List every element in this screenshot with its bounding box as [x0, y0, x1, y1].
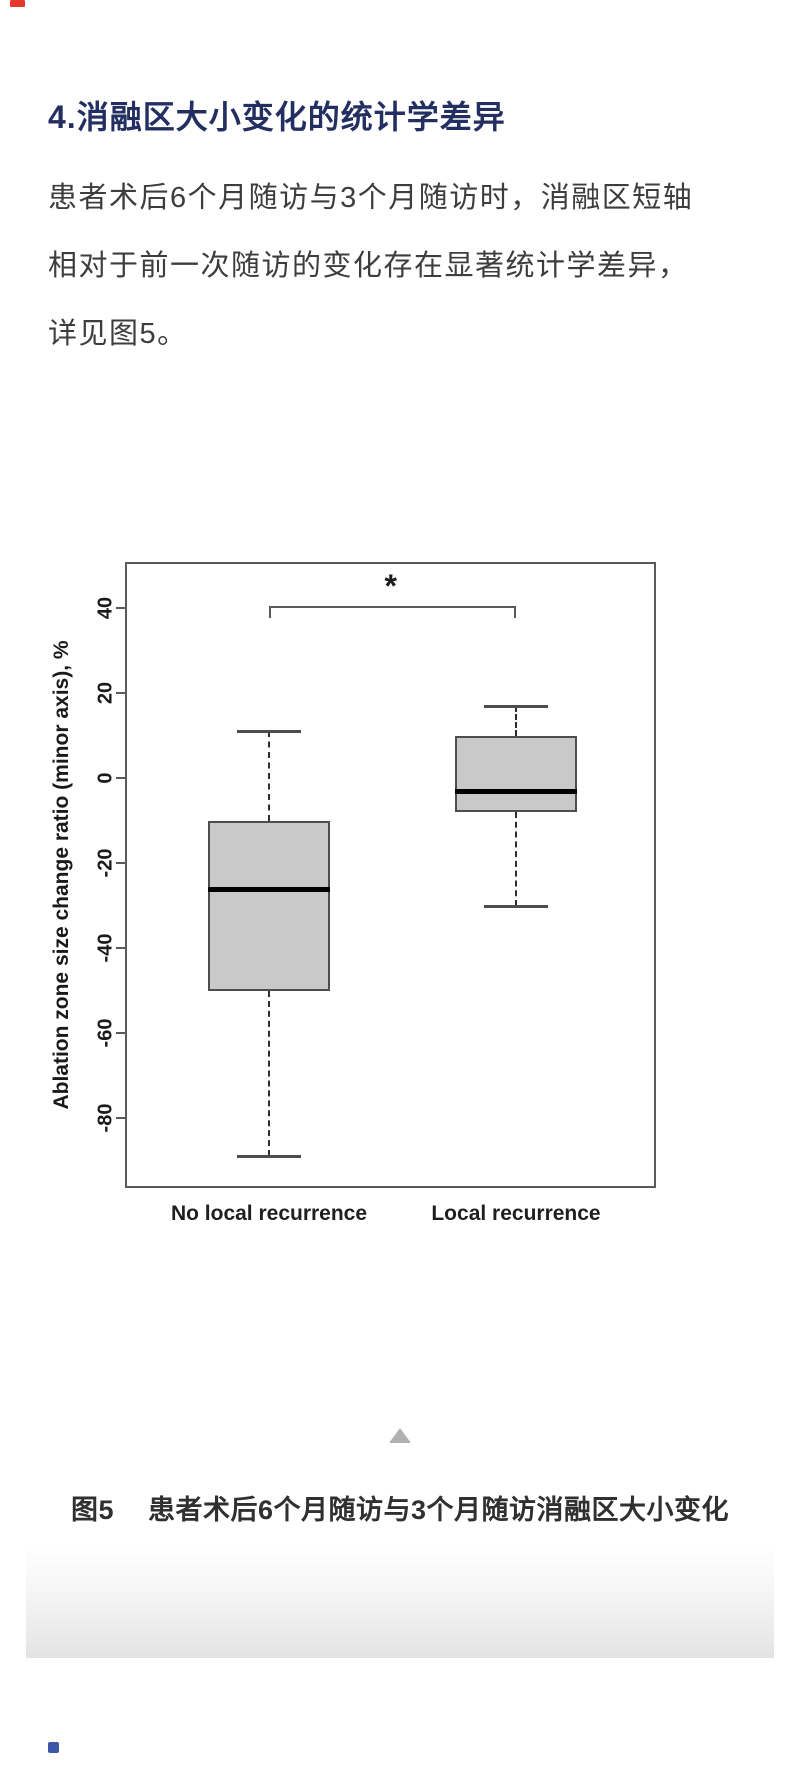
y-tick-label: -80 [94, 1103, 117, 1133]
y-tick-mark [116, 947, 125, 949]
y-axis-title: Ablation zone size change ratio (minor a… [50, 640, 73, 1110]
figure-caption-text: 患者术后6个月随访与3个月随访消融区大小变化 [147, 1495, 730, 1525]
whisker-lower-cap [484, 904, 548, 908]
y-tick-label: -60 [94, 1018, 117, 1048]
y-tick-label: 20 [94, 681, 117, 705]
x-category-label: Local recurrence [431, 1202, 601, 1225]
whisker-upper-cap [237, 730, 301, 734]
whisker-lower-cap [237, 1155, 301, 1159]
y-tick-label: 40 [94, 596, 117, 620]
section-divider [26, 1546, 774, 1658]
y-tick-mark [116, 1032, 125, 1034]
paragraph-line: 相对于前一次随访的变化存在显著统计学差异， [48, 250, 689, 282]
box-median-line [455, 788, 577, 794]
body-paragraph: 患者术后6个月随访与3个月随访时，消融区短轴 相对于前一次随访的变化存在显著统计… [48, 164, 760, 368]
y-tick-mark [116, 1117, 125, 1119]
figure-caption-label: 图5 [70, 1495, 114, 1525]
y-tick-mark [116, 777, 125, 779]
whisker-upper-line [515, 705, 517, 736]
page-top-marker [10, 0, 25, 7]
y-tick-label: -20 [94, 848, 117, 878]
whisker-lower-line [515, 812, 517, 906]
paragraph-line: 详见图5。 [48, 318, 188, 350]
whisker-upper-line [268, 731, 270, 821]
box-iqr [208, 820, 330, 991]
box-iqr [455, 735, 577, 812]
y-tick-mark [116, 607, 125, 609]
whisker-lower-line [268, 990, 270, 1157]
figure-caption: 图5 患者术后6个月随访与3个月随访消融区大小变化 [0, 1488, 800, 1527]
y-tick-mark [116, 862, 125, 864]
y-tick-label: -40 [94, 933, 117, 963]
y-tick-label: 0 [94, 772, 117, 784]
plot-frame [125, 562, 656, 1188]
section-heading: 4.消融区大小变化的统计学差异 [48, 99, 506, 135]
x-category-label: No local recurrence [170, 1202, 368, 1225]
significance-bracket [269, 606, 516, 618]
page-bottom-marker [48, 1742, 59, 1753]
significance-star: * [384, 568, 397, 604]
whisker-upper-cap [484, 704, 548, 708]
box-median-line [208, 886, 330, 892]
y-tick-mark [116, 692, 125, 694]
paragraph-line: 患者术后6个月随访与3个月随访时，消融区短轴 [48, 182, 694, 214]
collapse-arrow-icon[interactable] [389, 1428, 411, 1443]
